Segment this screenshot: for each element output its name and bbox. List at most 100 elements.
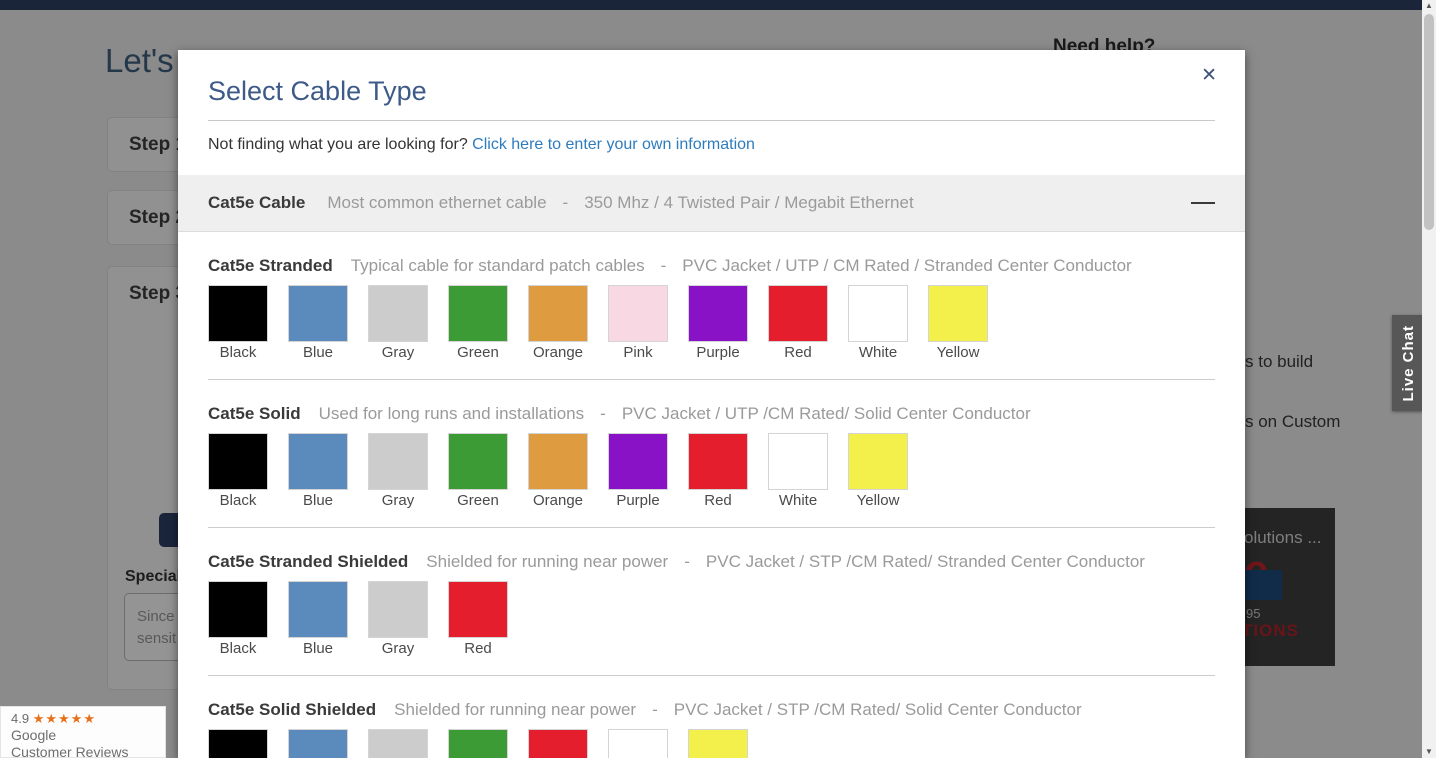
swatch-color-box[interactable] — [208, 433, 268, 490]
color-swatch-gray[interactable]: Gray — [368, 581, 428, 658]
swatch-color-box[interactable] — [688, 433, 748, 490]
color-swatch-purple[interactable]: Purple — [608, 433, 668, 510]
scroll-up-icon[interactable]: ▲ — [1425, 1, 1433, 10]
color-swatch-yellow[interactable]: Yellow — [688, 729, 748, 758]
color-swatch-gray[interactable]: Gray — [368, 285, 428, 362]
swatch-row: Black Blue Gray Green Red White Yellow — [208, 729, 1215, 758]
group-specs: 350 Mhz / 4 Twisted Pair / Megabit Ether… — [584, 193, 914, 212]
color-swatch-red[interactable]: Red — [528, 729, 588, 758]
color-swatch-gray[interactable]: Gray — [368, 729, 428, 758]
section-description: Shielded for running near power — [426, 552, 669, 571]
swatch-color-box[interactable] — [208, 581, 268, 638]
color-swatch-red[interactable]: Red — [448, 581, 508, 658]
special-instructions-label: Special — [125, 568, 182, 585]
swatch-color-box[interactable] — [288, 729, 348, 758]
select-cable-type-modal: Select Cable Type ✕ Not finding what you… — [178, 50, 1245, 758]
group-name: Cat5e Cable — [208, 193, 306, 212]
enter-own-information-link[interactable]: Click here to enter your own information — [472, 136, 755, 153]
color-swatch-red[interactable]: Red — [768, 285, 828, 362]
minus-icon[interactable] — [1191, 202, 1215, 204]
swatch-color-box[interactable] — [768, 285, 828, 342]
section-separator: - — [652, 700, 658, 719]
swatch-color-box[interactable] — [528, 285, 588, 342]
color-swatch-black[interactable]: Black — [208, 285, 268, 362]
swatch-color-box[interactable] — [288, 285, 348, 342]
color-swatch-gray[interactable]: Gray — [368, 433, 428, 510]
video-caption-fragment: olutions ... — [1244, 528, 1322, 547]
swatch-color-box[interactable] — [448, 433, 508, 490]
section-description: Used for long runs and installations — [318, 404, 585, 423]
swatch-color-box[interactable] — [368, 729, 428, 758]
color-swatch-white[interactable]: White — [848, 285, 908, 362]
swatch-color-box[interactable] — [208, 285, 268, 342]
swatch-color-box[interactable] — [688, 285, 748, 342]
swatch-color-box[interactable] — [928, 285, 988, 342]
video-logo-block — [1240, 570, 1282, 600]
swatch-color-box[interactable] — [768, 433, 828, 490]
customer-reviews-label: Customer Reviews — [11, 744, 129, 758]
swatch-color-box[interactable] — [608, 433, 668, 490]
swatch-label: Purple — [616, 492, 660, 509]
color-swatch-blue[interactable]: Blue — [288, 433, 348, 510]
swatch-color-box[interactable] — [208, 729, 268, 758]
swatch-color-box[interactable] — [448, 729, 508, 758]
color-swatch-green[interactable]: Green — [448, 729, 508, 758]
sidebar-text-fragment-1: s to build — [1245, 352, 1314, 371]
color-swatch-red[interactable]: Red — [688, 433, 748, 510]
scrollbar-thumb[interactable] — [1424, 14, 1434, 230]
swatch-color-box[interactable] — [528, 433, 588, 490]
swatch-label: Black — [219, 492, 257, 509]
color-swatch-blue[interactable]: Blue — [288, 285, 348, 362]
color-swatch-white[interactable]: White — [768, 433, 828, 510]
swatch-label: Blue — [302, 344, 334, 361]
group-description: Most common ethernet cable — [327, 193, 547, 212]
swatch-color-box[interactable] — [368, 581, 428, 638]
swatch-color-box[interactable] — [288, 581, 348, 638]
page-scrollbar[interactable]: ▲ ▼ — [1422, 0, 1436, 758]
swatch-row: Black Blue Gray Green Orange Purple Red White Ye… — [208, 433, 1215, 510]
color-swatch-yellow[interactable]: Yellow — [928, 285, 988, 362]
live-chat-label: Live Chat — [1399, 324, 1417, 402]
color-swatch-orange[interactable]: Orange — [528, 285, 588, 362]
swatch-color-box[interactable] — [848, 285, 908, 342]
swatch-color-box[interactable] — [608, 285, 668, 342]
color-swatch-purple[interactable]: Purple — [688, 285, 748, 362]
google-reviews-badge[interactable]: 4.9 ★★★★★ Google Customer Reviews — [0, 706, 166, 758]
swatch-color-box[interactable] — [288, 433, 348, 490]
cable-section-cat5e-solid: Cat5e Solid Used for long runs and instal… — [178, 380, 1245, 510]
swatch-row: Black Blue Gray Green Orange Pink Purple Red Whi… — [208, 285, 1215, 362]
color-swatch-black[interactable]: Black — [208, 581, 268, 658]
section-specs: PVC Jacket / STP /CM Rated/ Stranded Cen… — [705, 552, 1145, 571]
live-chat-tab[interactable]: Live Chat — [1392, 315, 1424, 411]
color-swatch-yellow[interactable]: Yellow — [848, 433, 908, 510]
star-rating-icon: ★★★★★ — [32, 711, 96, 726]
swatch-color-box[interactable] — [608, 729, 668, 758]
color-swatch-green[interactable]: Green — [448, 285, 508, 362]
color-swatch-orange[interactable]: Orange — [528, 433, 588, 510]
color-swatch-green[interactable]: Green — [448, 433, 508, 510]
swatch-label: Gray — [381, 640, 415, 657]
swatch-color-box[interactable] — [848, 433, 908, 490]
color-swatch-pink[interactable]: Pink — [608, 285, 668, 362]
color-swatch-black[interactable]: Black — [208, 433, 268, 510]
cat5e-cable-group-header[interactable]: Cat5e Cable Most common ethernet cable -… — [178, 175, 1245, 232]
video-number-fragment: 95 — [1246, 606, 1261, 621]
swatch-label: Purple — [696, 344, 740, 361]
swatch-label: White — [858, 344, 898, 361]
close-icon[interactable]: ✕ — [1201, 65, 1217, 86]
color-swatch-blue[interactable]: Blue — [288, 729, 348, 758]
swatch-color-box[interactable] — [688, 729, 748, 758]
swatch-color-box[interactable] — [368, 285, 428, 342]
color-swatch-white[interactable]: White — [608, 729, 668, 758]
swatch-label: Yellow — [856, 492, 900, 509]
swatch-color-box[interactable] — [368, 433, 428, 490]
sidebar-text-fragment-2: s on Custom — [1245, 412, 1341, 431]
swatch-color-box[interactable] — [528, 729, 588, 758]
swatch-color-box[interactable] — [448, 581, 508, 638]
scroll-down-icon[interactable]: ▼ — [1425, 747, 1433, 756]
color-swatch-blue[interactable]: Blue — [288, 581, 348, 658]
swatch-color-box[interactable] — [448, 285, 508, 342]
swatch-row: Black Blue Gray Red — [208, 581, 1215, 658]
color-swatch-black[interactable]: Black — [208, 729, 268, 758]
